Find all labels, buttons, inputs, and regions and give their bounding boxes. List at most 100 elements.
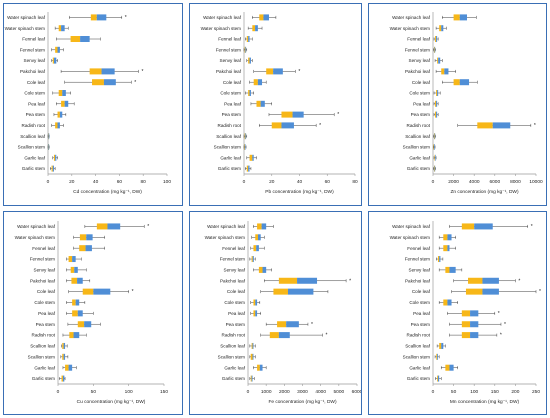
category-label: Garlic leaf [24,155,45,160]
box-upper-quartile [101,68,115,75]
category-label: Radish root [218,123,242,128]
box-upper-quartile [255,25,258,32]
box-upper-quartile [57,46,60,53]
category-label: Scallion leaf [30,344,55,349]
box-upper-quartile [470,321,479,328]
box-lower-quartile [434,165,435,172]
box-upper-quartile [255,299,258,306]
pb-boxplot-panel: 0 20 40 60 80 Pb concentration (mg kg⁻¹, DW) W… [189,3,362,206]
box-lower-quartile [61,100,65,107]
box-upper-quartile [248,36,250,42]
category-label: Cole stem [220,91,241,96]
box-upper-quartile [68,364,73,371]
category-label: Pea leaf [228,311,246,316]
x-tick-label: 0 [57,389,60,395]
box-upper-quartile [72,256,76,263]
x-tick-label: 10000 [529,179,543,185]
boxplot-svg: 0 50 100 150 Cu concentration (mg kg⁻¹, DW) W… [15,221,168,405]
boxplot-svg: 0 1000 2000 3000 4000 5000 6000 Fe concentratio… [205,221,361,405]
x-tick-label: 2000 [279,389,290,395]
category-label: Scallion stem [28,354,55,359]
category-label: Water spinach leaf [207,224,246,229]
category-label: Garlic leaf [220,155,241,160]
category-label: Fennel stem [20,47,45,52]
box-upper-quartile [263,14,269,21]
outlier-marker: * [534,123,536,129]
box-lower-quartile [253,245,257,252]
box-upper-quartile [287,288,314,295]
category-label: Fennel leaf [32,246,55,251]
box-upper-quartile [252,342,254,349]
box-upper-quartile [74,266,78,273]
fe-boxplot-panel: 0 1000 2000 3000 4000 5000 6000 Fe concentratio… [189,211,362,415]
outlier-marker: * [311,322,313,328]
x-tick-label: 100 [470,389,478,395]
category-label: Radish root [32,333,56,338]
box-lower-quartile [436,90,438,96]
outlier-marker: * [500,333,502,339]
box-upper-quartile [437,375,440,382]
category-label: Senvy leaf [34,268,56,273]
x-tick-label: 250 [532,389,540,395]
box-lower-quartile [251,342,253,349]
box-upper-quartile [77,277,83,284]
category-label: Garlic leaf [409,365,430,370]
box-lower-quartile [252,25,256,32]
box-upper-quartile [59,111,63,118]
box-upper-quartile [434,133,436,140]
x-tick-label: 0 [247,389,250,395]
box-upper-quartile [63,342,66,349]
category-label: Senvy leaf [220,58,242,63]
box-lower-quartile [253,310,256,317]
x-tick-label: 100 [163,179,171,185]
outlier-marker: * [125,15,127,21]
box-upper-quartile [470,310,479,317]
box-upper-quartile [434,46,436,53]
outlier-marker: * [298,69,300,75]
box-upper-quartile [436,100,438,107]
box-lower-quartile [250,375,252,382]
box-lower-quartile [435,100,437,107]
category-label: Fennel stem [220,257,245,262]
outlier-marker: * [539,289,541,295]
mn-boxplot-panel: 0 50 100 150 200 250 Mn concentration (mg kg⁻¹… [368,211,547,415]
outlier-marker: * [531,224,533,230]
category-label: Scallion leaf [216,134,241,139]
box-upper-quartile [85,245,92,252]
category-label: Senvy leaf [409,268,431,273]
category-label: Water spinach leaf [7,15,46,20]
box-lower-quartile [250,353,253,360]
box-upper-quartile [273,68,283,75]
box-lower-quartile [257,364,260,371]
category-label: Pakchoi leaf [220,278,246,283]
box-upper-quartile [57,122,60,129]
category-label: Water spinach stem [15,235,56,240]
category-label: Cole leaf [223,80,242,85]
box-upper-quartile [245,133,247,140]
category-label: Cole stem [409,300,430,305]
category-label: Fennel stem [405,257,430,262]
category-label: Pakchoi leaf [405,278,431,283]
box-upper-quartile [93,288,111,295]
category-label: Fennel leaf [407,37,430,42]
box-lower-quartile [72,310,78,317]
category-label: Pea stem [26,112,46,117]
x-tick-label: 50 [451,389,457,395]
box-lower-quartile [62,353,64,360]
category-label: Pea leaf [224,101,242,106]
category-label: Water spinach leaf [392,15,431,20]
category-label: Scallion leaf [20,134,45,139]
category-label: Fennel stem [405,47,430,52]
box-upper-quartile [436,111,438,118]
box-lower-quartile [58,25,62,32]
x-tick-label: 0 [47,179,50,185]
category-label: Cole leaf [227,289,246,294]
x-tick-label: 8000 [510,179,521,185]
box-upper-quartile [437,90,439,96]
box-lower-quartile [281,111,293,118]
box-upper-quartile [449,266,456,273]
category-label: Water spinach leaf [17,224,56,229]
box-lower-quartile [79,245,86,252]
x-tick-label: 20 [269,179,275,185]
category-label: Pea leaf [38,311,56,316]
